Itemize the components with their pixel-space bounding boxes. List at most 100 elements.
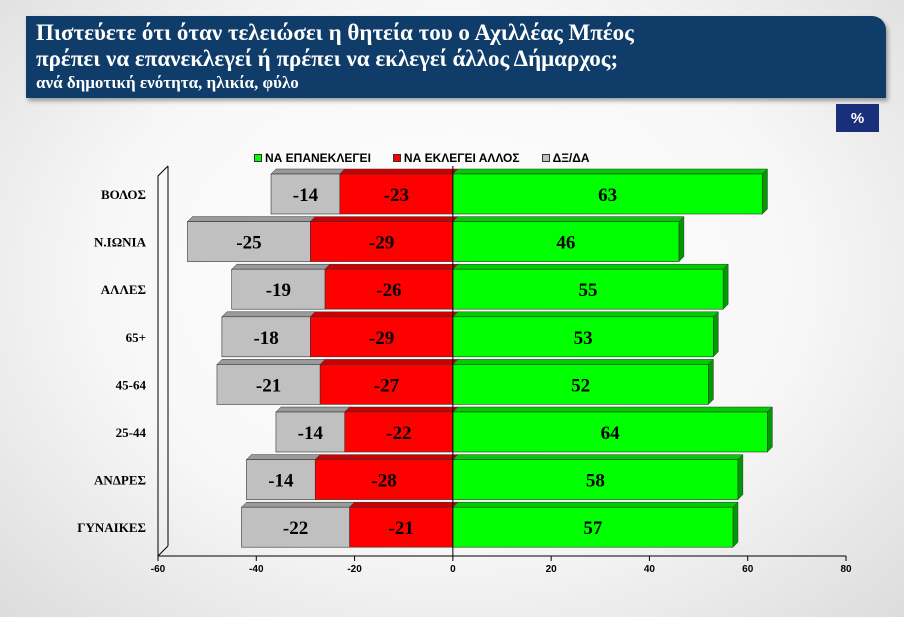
legend-swatch-other — [392, 154, 401, 162]
bar-dk-face — [241, 506, 350, 548]
category-label: 45-64 — [116, 377, 147, 392]
x-tick-label: -60 — [151, 564, 166, 575]
data-label-dk: -14 — [298, 423, 324, 444]
data-label-other: -22 — [386, 423, 411, 444]
legend-label-other: ΝΑ ΕΚΛΕΓΕΙ ΑΛΛΟΣ — [403, 151, 520, 165]
bar-reelect-side — [762, 168, 768, 215]
bar-reelect-top — [452, 263, 729, 270]
bar-other-face — [319, 364, 454, 405]
bar-other-top — [339, 168, 459, 175]
bar-other-top — [344, 406, 459, 413]
data-label-other: -28 — [371, 471, 396, 492]
data-label-dk: -14 — [268, 471, 294, 492]
bar-other — [319, 358, 459, 406]
bar-dk-top — [231, 263, 331, 270]
data-label-dk: -25 — [236, 233, 261, 254]
bar-dk-face — [216, 364, 321, 405]
axis-depth-line — [157, 545, 169, 557]
bar-other-top — [314, 454, 459, 460]
bar-reelect — [452, 215, 685, 263]
bar-other-face — [349, 506, 454, 548]
bar-reelect-side — [767, 406, 773, 453]
bar-reelect-top — [452, 454, 744, 460]
bar-other-top — [324, 263, 459, 270]
data-label-dk: -19 — [266, 280, 291, 301]
bar-reelect — [452, 358, 715, 406]
x-tick-label: 20 — [546, 564, 558, 575]
bar-reelect-side — [708, 358, 714, 406]
bar-dk-face — [221, 316, 311, 358]
bar-dk-top — [216, 359, 326, 365]
bar-other-face — [314, 459, 454, 500]
legend-swatch-reelect — [254, 154, 262, 162]
bar-reelect-top — [452, 501, 739, 508]
bar-other — [314, 453, 459, 501]
category-label: 25-44 — [116, 425, 147, 440]
legend-item-other: ΝΑ ΕΚΛΕΓΕΙ ΑΛΛΟΣ — [392, 151, 520, 165]
title-banner: Πιστεύετε ότι όταν τελειώσει η θητεία το… — [26, 16, 886, 98]
category-label: ΑΝΔΡΕΣ — [94, 473, 146, 488]
chart-title-line-1: Πιστεύετε ότι όταν τελειώσει η θητεία το… — [36, 20, 634, 45]
bar-other-top — [309, 311, 459, 318]
bar-other-top — [309, 216, 459, 222]
x-tick-label: -40 — [249, 564, 264, 575]
bar-dk-top — [245, 454, 321, 460]
bar-reelect-face — [452, 364, 709, 405]
x-tick-label: 60 — [742, 564, 754, 575]
axis-wall-line — [157, 165, 169, 556]
bar-other-top — [349, 501, 459, 508]
bar-other — [344, 406, 459, 453]
bar-dk — [216, 358, 326, 406]
legend-swatch-dk — [541, 154, 550, 162]
category-label: Ν.ΙΩΝΙΑ — [94, 235, 147, 250]
data-label-reelect: 57 — [583, 518, 603, 539]
data-label-other: -29 — [369, 328, 394, 349]
legend-item-dk: ΔΞ/ΔΑ — [541, 151, 590, 165]
bar-reelect — [452, 501, 739, 548]
bar-other-face — [344, 411, 454, 453]
data-label-reelect: 58 — [586, 471, 605, 492]
x-tick-label: -20 — [347, 564, 362, 575]
data-label-reelect: 46 — [556, 233, 575, 254]
x-tick-label: 80 — [840, 564, 852, 575]
bar-other-face — [339, 173, 454, 215]
bar-reelect-top — [452, 311, 719, 318]
data-label-reelect: 52 — [571, 375, 590, 396]
bar-reelect-face — [452, 316, 714, 358]
bar-dk — [231, 263, 331, 310]
x-tick-label: 0 — [450, 564, 456, 575]
bar-reelect-face — [452, 268, 724, 310]
bar-reelect — [452, 168, 769, 215]
bar-reelect-top — [452, 359, 715, 365]
bar-dk-top — [240, 501, 356, 508]
bar-dk-face — [246, 459, 316, 500]
bar-reelect — [452, 263, 729, 310]
bar-dk-top — [221, 311, 316, 318]
bar-dk — [221, 311, 316, 358]
bar-reelect — [452, 406, 773, 453]
data-label-reelect: 53 — [574, 328, 593, 349]
bar-reelect-side — [737, 453, 744, 501]
bar-dk-face — [275, 411, 346, 453]
chart-title-line-2: πρέπει να επανεκλεγεί ή πρέπει να εκλεγε… — [36, 46, 619, 71]
data-label-other: -23 — [384, 185, 409, 206]
data-label-dk: -21 — [256, 375, 281, 396]
data-label-other: -29 — [369, 233, 394, 254]
bar-reelect-face — [452, 459, 739, 500]
data-label-dk: -22 — [283, 518, 308, 539]
bar-reelect-top — [452, 216, 685, 222]
legend-label-reelect: ΝΑ ΕΠΑΝΕΚΛΕΓΕΙ — [265, 151, 371, 165]
data-label-other: -27 — [374, 375, 400, 396]
bar-reelect-face — [452, 411, 768, 453]
bar-reelect-side — [713, 311, 719, 358]
bar-dk-top — [186, 216, 316, 222]
data-label-other: -26 — [376, 280, 401, 301]
bar-reelect-side — [732, 501, 739, 548]
legend-label-dk: ΔΞ/ΔΑ — [552, 151, 590, 165]
bar-other-top — [319, 359, 459, 365]
bar-dk-face — [187, 221, 311, 262]
category-label: ΓΥΝΑΙΚΕΣ — [77, 520, 146, 535]
unit-badge: % — [836, 104, 879, 132]
data-label-reelect: 63 — [598, 185, 617, 206]
